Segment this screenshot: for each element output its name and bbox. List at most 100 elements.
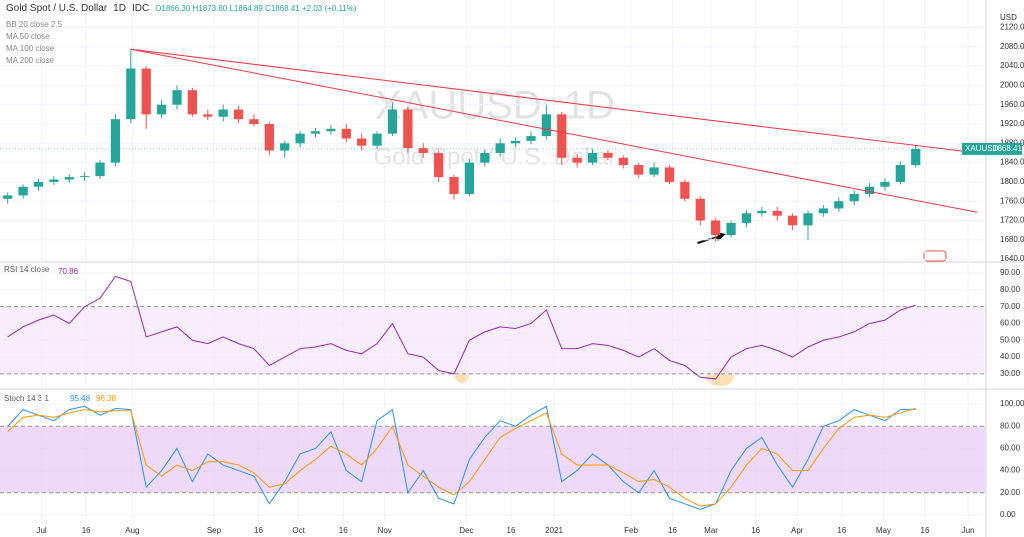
y-tick-label: 2120.00 — [1000, 23, 1024, 32]
indicator-label: BB 20 close 2.5 — [6, 20, 63, 29]
candle-body — [64, 177, 74, 180]
y-tick-label: 1760.00 — [1000, 196, 1024, 205]
trendline — [130, 48, 978, 213]
candle-body — [110, 119, 121, 163]
candle-body — [310, 131, 321, 134]
candle-body — [387, 109, 398, 134]
x-tick-label: 16 — [837, 526, 846, 535]
y-tick-label: 2000.00 — [1000, 81, 1024, 90]
y-tick-label: 0.00 — [1000, 510, 1016, 519]
candle-body — [480, 152, 490, 163]
candle-body — [326, 128, 336, 132]
trendline — [130, 48, 978, 154]
candle-body — [156, 104, 167, 115]
candle-body — [757, 210, 767, 214]
candle-body — [711, 220, 721, 235]
candle-body — [864, 186, 875, 194]
candle-body — [357, 138, 367, 146]
y-tick-label: 2080.00 — [1000, 42, 1024, 51]
watermark: XAUUSD, 1D — [375, 84, 615, 128]
y-tick-label: 1840.00 — [1000, 158, 1024, 167]
candle-body — [880, 181, 890, 187]
candle-body — [618, 157, 628, 166]
candle-body — [341, 128, 351, 139]
candle-body — [695, 198, 705, 221]
candle-body — [834, 201, 844, 209]
candle-body — [526, 136, 536, 141]
x-tick-label: Jun — [962, 526, 975, 535]
x-tick-label: Sep — [207, 526, 222, 535]
indicator-label: MA 200 close — [6, 56, 55, 65]
indicator-line — [7, 275, 916, 380]
y-tick-label: 2040.00 — [1000, 61, 1024, 70]
x-tick-label: Jul — [36, 526, 46, 535]
candle-body — [772, 210, 782, 216]
candle-body — [510, 140, 521, 144]
x-tick-label: Feb — [624, 526, 638, 535]
candle-body — [95, 162, 105, 177]
candle-body — [495, 143, 505, 153]
candle-body — [649, 167, 659, 175]
x-tick-label: 16 — [254, 526, 263, 535]
source: IDC — [131, 3, 150, 14]
x-tick-label: May — [876, 526, 891, 535]
ohlc-quote: O1866.30 H1873.80 L1864.89 C1868.41 +2.0… — [155, 4, 357, 13]
indicator-line — [7, 405, 916, 510]
candle-body — [33, 181, 44, 187]
candle-body — [233, 109, 244, 120]
indicator-value: 95.48 — [70, 394, 91, 403]
y-tick-label: 50.00 — [1000, 335, 1021, 344]
candle-body — [849, 193, 859, 202]
y-tick-label: 40.00 — [1000, 352, 1021, 361]
candle-body — [680, 181, 690, 199]
candle-body — [249, 119, 259, 125]
y-tick-label: 1800.00 — [1000, 177, 1024, 186]
symbol-title: Gold Spot / U.S. Dollar — [6, 3, 108, 14]
candle-body — [803, 213, 813, 226]
y-tick-label: 1720.00 — [1000, 216, 1024, 225]
indicator-line — [7, 407, 916, 507]
x-tick-label: Dec — [459, 526, 473, 535]
y-tick-label: 1920.00 — [1000, 119, 1024, 128]
currency-label: USD — [1000, 13, 1017, 22]
event-badge — [923, 250, 947, 262]
x-tick-label: 16 — [921, 526, 930, 535]
candle-body — [634, 165, 644, 175]
x-tick-label: 16 — [339, 526, 348, 535]
y-tick-label: 70.00 — [1000, 302, 1021, 311]
y-tick-label: 1640.00 — [1000, 254, 1024, 263]
band — [0, 306, 985, 374]
band — [0, 426, 985, 493]
stoch-title: Stoch 14 3 1 — [4, 394, 49, 403]
candle-body — [264, 124, 274, 151]
y-tick-label: 60.00 — [1000, 319, 1021, 328]
candle-body — [895, 165, 905, 182]
rsi-title: RSI 14 close — [4, 265, 50, 274]
y-tick-label: 30.00 — [1000, 369, 1021, 378]
y-tick-label: 1680.00 — [1000, 235, 1024, 244]
candle-body — [203, 114, 213, 117]
x-tick-label: 16 — [507, 526, 516, 535]
y-tick-label: 60.00 — [1000, 444, 1021, 453]
candle-body — [603, 152, 613, 158]
candle-body — [911, 148, 921, 166]
candle-body — [587, 152, 598, 163]
candle-body — [818, 208, 829, 214]
candle-body — [557, 114, 567, 158]
indicator-label: MA 100 close — [6, 44, 55, 53]
x-tick-label: Mar — [704, 526, 718, 535]
y-tick-label: 100.00 — [1000, 399, 1024, 408]
price-tag — [962, 142, 1022, 155]
y-tick-label: 40.00 — [1000, 466, 1021, 475]
indicator-label: MA 50 close — [6, 32, 50, 41]
y-tick-label: 80.00 — [1000, 421, 1021, 430]
candle-body — [788, 215, 798, 226]
y-tick-label: 1960.00 — [1000, 100, 1024, 109]
candle-body — [449, 177, 459, 194]
x-tick-label: 16 — [668, 526, 677, 535]
candle-body — [218, 109, 228, 117]
candle-body — [49, 179, 59, 182]
candle-body — [141, 68, 151, 115]
x-tick-label: Apr — [791, 526, 804, 535]
